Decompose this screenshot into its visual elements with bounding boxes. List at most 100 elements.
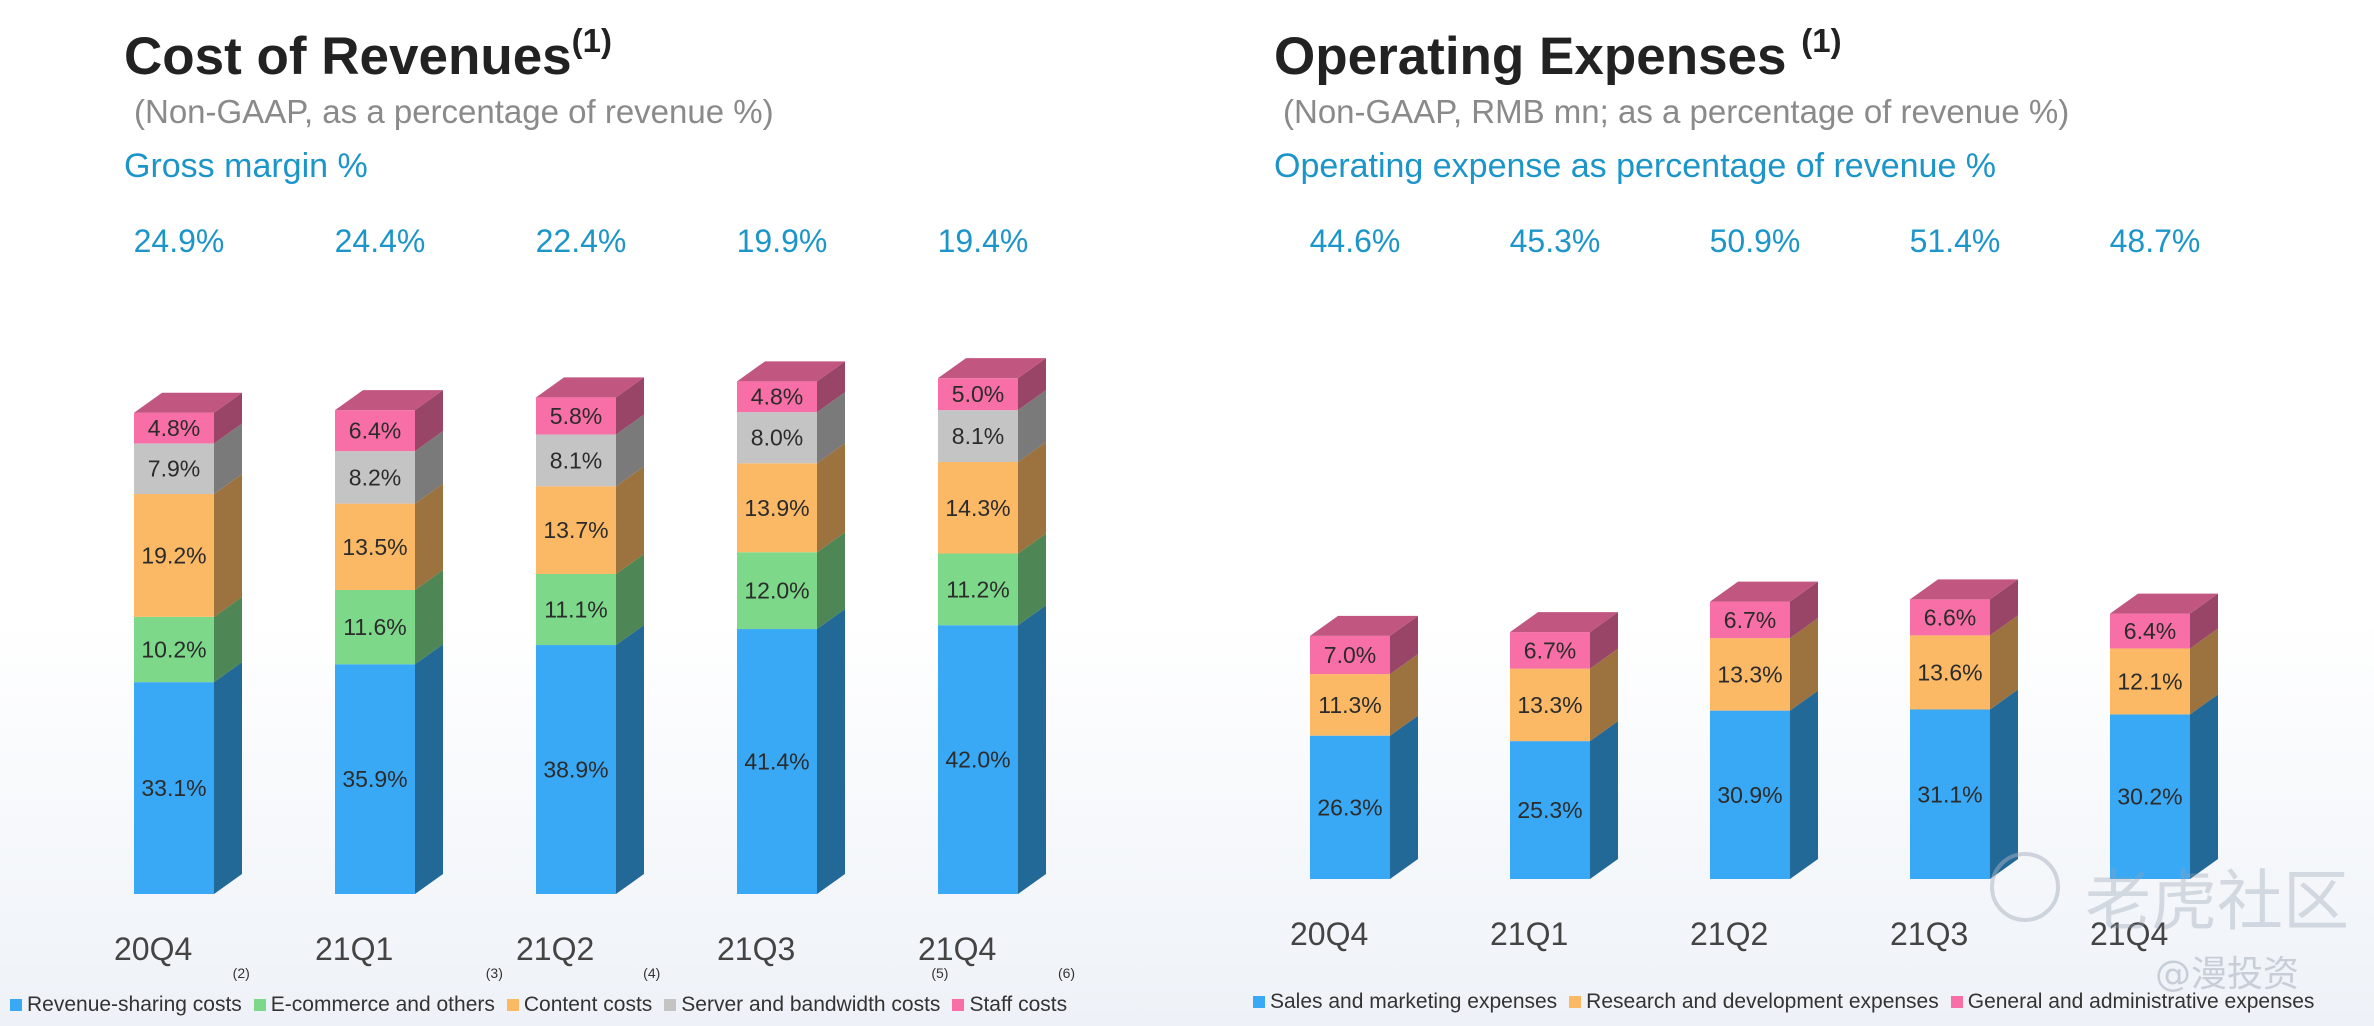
bar-segment-side [1590,612,1618,669]
bar-segment [1910,635,1990,710]
margin-value: 24.9% [134,223,225,259]
bar-segment-side [1590,721,1618,879]
bar-segment [1310,735,1390,879]
bar-segment-side [1790,618,1818,711]
cost-of-revenues-panel: Cost of Revenues(1) (Non-GAAP, as a perc… [10,22,1079,1017]
bar-top-face [1510,612,1618,633]
bar-segment [737,463,817,553]
bar-segment-side [2190,628,2218,715]
category-label: 21Q2 [516,931,594,967]
bar-segment-side [1018,533,1046,626]
bar-top-face [1910,579,2018,600]
legend-swatch [1253,996,1265,1008]
legend-swatch [664,999,677,1011]
data-label: 8.0% [751,425,803,451]
bar-segment [335,590,415,665]
bar-top-face [2110,593,2218,614]
bar-segment-side [1390,654,1418,736]
chart-legend: Revenue-sharing costs (2) E-commerce and o… [10,965,1079,1017]
category-label: 21Q4 [918,931,996,967]
data-label: 6.6% [1924,604,1976,630]
bar-segment-side [415,644,443,894]
bar-segment-side [1018,442,1046,554]
legend-item: Sales and marketing expenses [1253,990,1557,1014]
margin-value: 45.3% [1510,223,1601,259]
chart-title: Cost of Revenues(1) [124,22,612,86]
bar-segment [1710,710,1790,879]
legend-swatch [1950,996,1963,1008]
category-label: 21Q4 [2090,916,2168,952]
bar-segment [1510,668,1590,742]
bar-segment [938,553,1018,626]
data-label: 38.9% [543,757,608,783]
legend-item: Research and development expenses [1569,990,1939,1014]
bar-segment [335,503,415,590]
bar-segment [536,645,616,894]
data-label: 42.0% [945,747,1010,773]
data-label: 13.3% [1517,692,1582,718]
category-label: 21Q1 [315,931,393,967]
data-label: 11.3% [1318,692,1382,718]
bar-group-21Q1: 25.3% 13.3% 6.7% [1510,612,1618,879]
legend-label: Research and development expenses [1586,990,1939,1013]
bar-segment [134,412,214,444]
margin-value: 22.4% [536,223,627,259]
watermark-text: 老虎社区 [2085,863,2349,940]
bar-segment [536,486,616,574]
watermark-subtext: @漫投资 [2155,954,2300,995]
bar-segment-side [817,532,845,630]
data-label: 4.8% [751,384,803,410]
bar-segment-side [1018,605,1046,894]
data-label: 35.9% [342,766,407,792]
data-label: 7.0% [1324,642,1376,668]
cost-of-revenues-chart: 33.1% 10.2% 19.2% 7.9% 4.8% 20Q4 24.9% 35.9% 11.… [114,223,1046,967]
bar-segment [938,378,1018,411]
legend-label: Content costs [523,993,653,1016]
data-label: 31.1% [1917,781,1982,807]
data-label: 11.1% [544,597,608,623]
bar-segment [737,381,817,413]
legend-footnote: (2) [232,965,250,981]
legend-label: General and administrative expenses [1967,990,2315,1013]
data-label: 6.4% [349,418,401,444]
bar-top-face [938,358,1046,379]
data-label: 30.2% [2117,784,2182,810]
bar-group-21Q1: 35.9% 11.6% 13.5% 8.2% 6.4% [335,390,443,894]
bar-segment [737,552,817,630]
legend-item: Server and bandwidth costs (5) [664,965,948,1017]
bar-group-21Q2: 38.9% 11.1% 13.7% 8.1% 5.8% [536,377,644,894]
bar-segment-side [2190,694,2218,879]
bar-segment-side [415,431,443,504]
bar-segment-side [616,414,644,487]
data-label: 14.3% [945,495,1010,521]
bar-top-face [1310,615,1418,636]
legend-label: Revenue-sharing costs [27,993,242,1016]
bar-segment [134,443,214,494]
legend-swatch [952,999,965,1011]
data-label: 8.2% [349,464,401,490]
chart-title: Operating Expenses (1) [1274,22,1842,86]
bar-segment [335,451,415,504]
data-label: 33.1% [141,775,206,801]
bar-segment [134,616,214,683]
data-label: 13.5% [342,534,407,560]
legend-swatch [10,999,22,1011]
bar-segment [536,434,616,487]
data-label: 13.7% [543,517,608,543]
bar-segment-side [1018,358,1046,411]
bar-segment [1910,709,1990,879]
data-label: 41.4% [744,749,809,775]
margin-value: 19.4% [938,223,1029,259]
data-label: 12.0% [744,578,809,604]
bar-segment-side [415,390,443,452]
legend-item: General and administrative expenses [1950,990,2315,1014]
operating-expenses-chart: 26.3% 11.3% 7.0% 20Q4 44.6% 25.3% 13.3% 6.7% 21Q… [1290,223,2218,952]
bar-segment-side [415,570,443,665]
legend-label: Server and bandwidth costs [681,993,941,1016]
chart-subtitle: (Non-GAAP, as a percentage of revenue %) [134,93,774,130]
bar-group-21Q3: 41.4% 12.0% 13.9% 8.0% 4.8% [737,361,845,894]
bar-segment-side [415,483,443,590]
data-label: 30.9% [1717,782,1782,808]
bar-group-20Q4: 33.1% 10.2% 19.2% 7.9% 4.8% [134,392,242,894]
bar-segment [2110,613,2190,649]
